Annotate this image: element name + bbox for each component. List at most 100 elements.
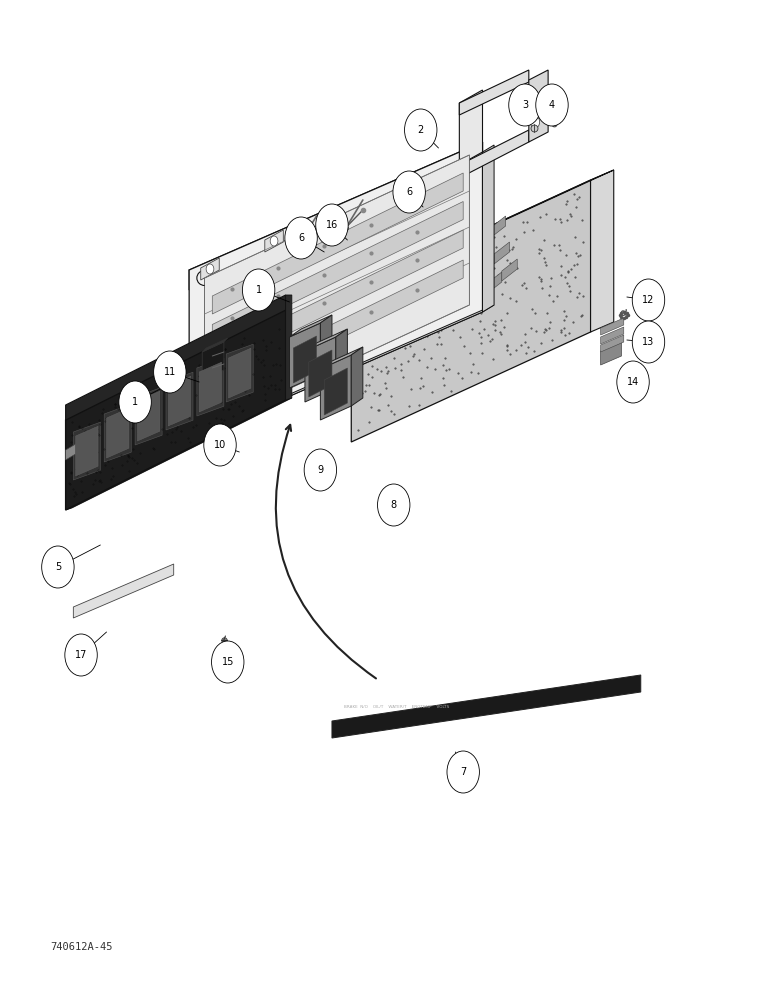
Polygon shape <box>104 404 131 462</box>
Polygon shape <box>202 342 224 380</box>
Polygon shape <box>205 155 469 428</box>
Polygon shape <box>502 259 517 281</box>
Text: 10: 10 <box>214 440 226 450</box>
Text: 3: 3 <box>522 100 528 110</box>
Polygon shape <box>290 323 320 388</box>
Circle shape <box>509 84 541 126</box>
Polygon shape <box>73 564 174 618</box>
Text: 12: 12 <box>642 295 655 305</box>
Polygon shape <box>601 335 624 352</box>
Polygon shape <box>66 295 286 420</box>
Circle shape <box>204 424 236 466</box>
Polygon shape <box>202 338 228 352</box>
Polygon shape <box>601 327 624 344</box>
Polygon shape <box>591 170 614 332</box>
Polygon shape <box>320 347 363 369</box>
Polygon shape <box>486 272 502 294</box>
Circle shape <box>65 634 97 676</box>
Polygon shape <box>320 355 351 420</box>
Polygon shape <box>482 145 494 312</box>
Circle shape <box>536 84 568 126</box>
Polygon shape <box>471 254 486 276</box>
Text: 2: 2 <box>418 125 424 135</box>
Polygon shape <box>290 315 332 337</box>
Circle shape <box>378 484 410 526</box>
Text: 14: 14 <box>627 377 639 387</box>
Polygon shape <box>459 130 529 178</box>
Text: 11: 11 <box>164 367 176 377</box>
Polygon shape <box>189 142 482 440</box>
Polygon shape <box>305 329 347 351</box>
Circle shape <box>530 116 540 128</box>
Polygon shape <box>107 408 129 458</box>
Text: 6: 6 <box>298 233 304 243</box>
Polygon shape <box>601 318 624 335</box>
Polygon shape <box>351 180 591 442</box>
Polygon shape <box>293 336 317 383</box>
Polygon shape <box>351 170 614 290</box>
Circle shape <box>270 236 278 246</box>
Polygon shape <box>212 230 463 371</box>
Polygon shape <box>66 444 76 460</box>
Circle shape <box>42 546 74 588</box>
Polygon shape <box>201 258 219 280</box>
Polygon shape <box>336 329 347 388</box>
Text: 1: 1 <box>132 397 138 407</box>
Text: 4: 4 <box>549 100 555 110</box>
Text: 16: 16 <box>326 220 338 230</box>
Circle shape <box>632 279 665 321</box>
Ellipse shape <box>410 295 424 305</box>
Polygon shape <box>137 391 160 441</box>
Ellipse shape <box>449 233 462 243</box>
Text: 740612A-45: 740612A-45 <box>50 942 113 952</box>
Polygon shape <box>168 376 191 426</box>
Text: 13: 13 <box>642 337 655 347</box>
Ellipse shape <box>387 310 401 320</box>
Circle shape <box>212 641 244 683</box>
Polygon shape <box>73 422 100 480</box>
Ellipse shape <box>387 220 401 230</box>
Text: 1: 1 <box>256 285 262 295</box>
Text: 15: 15 <box>222 657 234 667</box>
Polygon shape <box>189 305 494 440</box>
Ellipse shape <box>433 280 447 290</box>
Ellipse shape <box>422 247 435 257</box>
Polygon shape <box>212 260 463 401</box>
Text: 5: 5 <box>55 562 61 572</box>
Polygon shape <box>135 387 162 445</box>
Ellipse shape <box>418 205 432 215</box>
Text: 17: 17 <box>75 650 87 660</box>
Polygon shape <box>309 350 332 397</box>
Polygon shape <box>199 362 222 412</box>
Polygon shape <box>475 204 490 226</box>
Polygon shape <box>601 342 621 365</box>
Polygon shape <box>66 398 292 510</box>
Text: 8: 8 <box>391 500 397 510</box>
Circle shape <box>154 351 186 393</box>
Polygon shape <box>490 216 506 238</box>
Polygon shape <box>229 348 251 398</box>
Polygon shape <box>305 337 336 402</box>
Circle shape <box>285 217 317 259</box>
Polygon shape <box>197 358 224 416</box>
Polygon shape <box>66 310 286 510</box>
Polygon shape <box>494 242 510 264</box>
Text: 6: 6 <box>406 187 412 197</box>
Polygon shape <box>76 426 98 476</box>
Ellipse shape <box>387 265 401 275</box>
Polygon shape <box>529 70 548 142</box>
Polygon shape <box>212 173 463 314</box>
Circle shape <box>242 269 275 311</box>
Polygon shape <box>265 230 283 252</box>
Circle shape <box>393 171 425 213</box>
Polygon shape <box>459 90 482 165</box>
Text: 7: 7 <box>460 767 466 777</box>
Polygon shape <box>320 315 332 374</box>
Polygon shape <box>212 202 463 342</box>
Polygon shape <box>286 295 292 400</box>
Polygon shape <box>475 229 490 251</box>
Circle shape <box>405 109 437 151</box>
Polygon shape <box>324 368 347 415</box>
Circle shape <box>632 321 665 363</box>
Circle shape <box>304 449 337 491</box>
